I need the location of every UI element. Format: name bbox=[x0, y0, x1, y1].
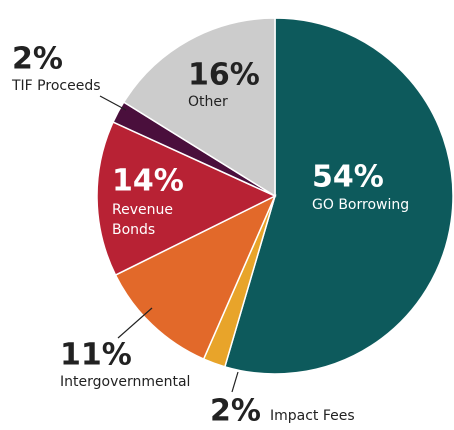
value-label: 16% bbox=[188, 58, 260, 93]
value-label: 2% bbox=[12, 42, 63, 77]
pie-slice bbox=[96, 121, 277, 277]
value-label: 54% bbox=[312, 160, 384, 195]
category-label: Intergovernmental bbox=[60, 374, 190, 390]
value-label: 2% bbox=[210, 394, 261, 429]
leader-line bbox=[99, 95, 127, 111]
pie-slice bbox=[114, 194, 277, 361]
pie-slice bbox=[122, 17, 276, 198]
category-label: Other bbox=[188, 94, 228, 110]
leader-line bbox=[231, 371, 239, 393]
value-label: 11% bbox=[60, 338, 132, 373]
category-label: GO Borrowing bbox=[312, 197, 409, 213]
category-label: Revenue Bonds bbox=[112, 202, 173, 238]
category-label: TIF Proceeds bbox=[11, 78, 101, 94]
leader-line bbox=[117, 307, 153, 339]
value-label: 14% bbox=[112, 164, 184, 199]
category-label: Impact Fees bbox=[270, 408, 355, 424]
pie-slice bbox=[223, 17, 454, 375]
